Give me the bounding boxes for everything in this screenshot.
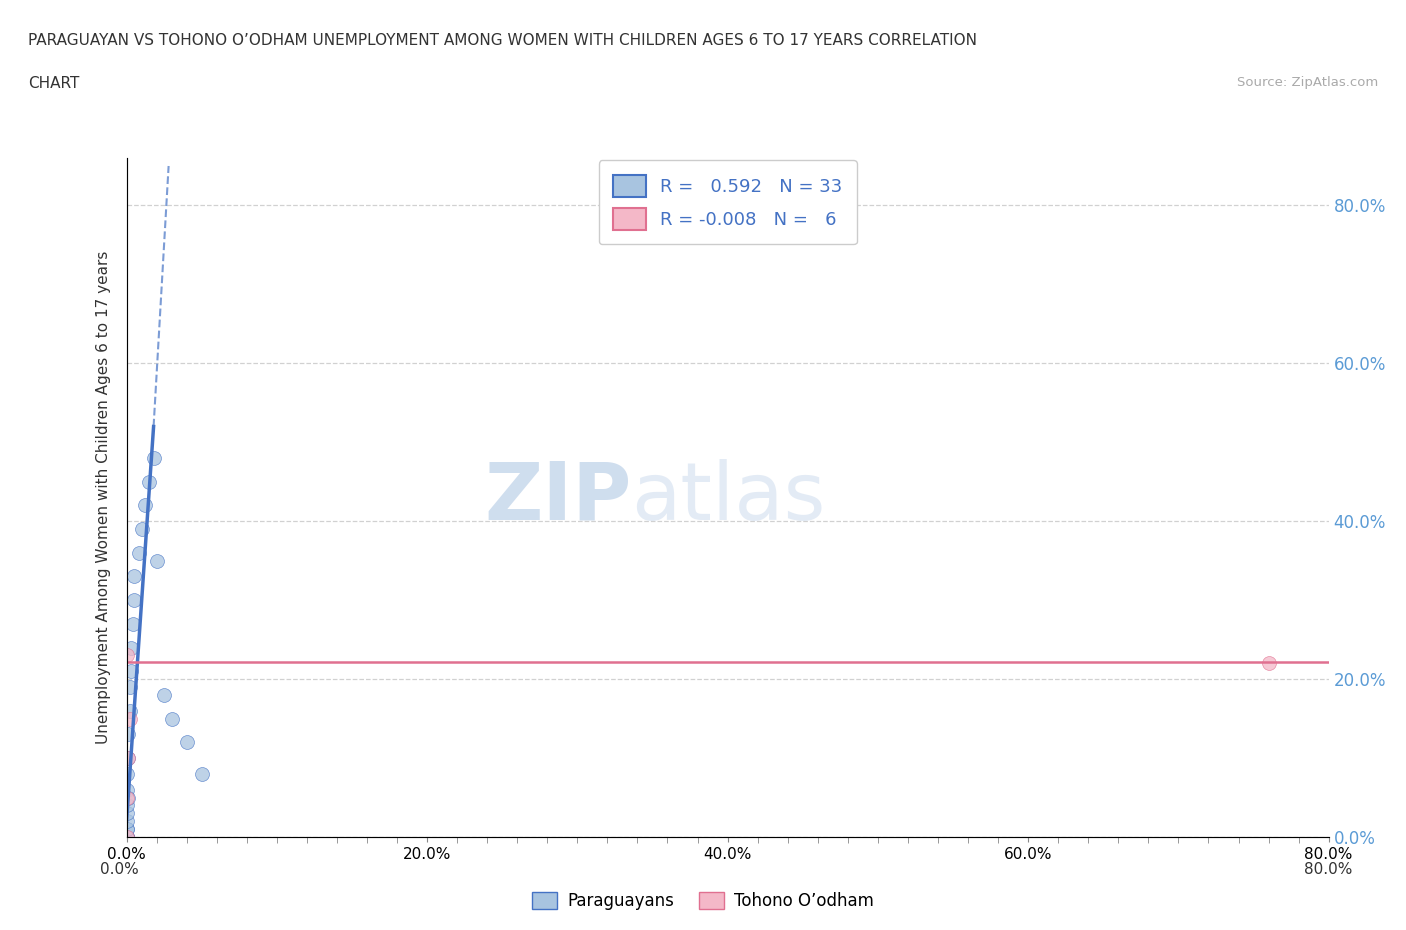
Point bbox=[115, 782, 138, 797]
Point bbox=[115, 822, 138, 837]
Point bbox=[115, 830, 138, 844]
Legend: R =   0.592   N = 33, R = -0.008   N =   6: R = 0.592 N = 33, R = -0.008 N = 6 bbox=[599, 160, 856, 244]
Point bbox=[122, 569, 145, 584]
Point bbox=[131, 522, 153, 537]
Text: PARAGUAYAN VS TOHONO O’ODHAM UNEMPLOYMENT AMONG WOMEN WITH CHILDREN AGES 6 TO 17: PARAGUAYAN VS TOHONO O’ODHAM UNEMPLOYMEN… bbox=[28, 33, 977, 47]
Point bbox=[115, 822, 138, 837]
Legend: Paraguayans, Tohono O’odham: Paraguayans, Tohono O’odham bbox=[526, 885, 880, 917]
Point bbox=[121, 617, 143, 631]
Point bbox=[117, 790, 139, 805]
Point bbox=[118, 703, 141, 718]
Point bbox=[120, 640, 142, 655]
Text: ZIP: ZIP bbox=[484, 458, 631, 537]
Text: 0.0%: 0.0% bbox=[100, 862, 139, 877]
Point bbox=[115, 830, 138, 844]
Point bbox=[122, 592, 145, 607]
Point bbox=[115, 830, 138, 844]
Point bbox=[160, 711, 183, 726]
Point bbox=[138, 474, 160, 489]
Point bbox=[115, 766, 138, 781]
Point bbox=[176, 735, 198, 750]
Point bbox=[117, 727, 139, 742]
Point bbox=[120, 664, 142, 679]
Point bbox=[115, 830, 138, 844]
Point bbox=[115, 830, 138, 844]
Point bbox=[115, 798, 138, 813]
Text: Source: ZipAtlas.com: Source: ZipAtlas.com bbox=[1237, 76, 1378, 89]
Text: 80.0%: 80.0% bbox=[1305, 862, 1353, 877]
Point bbox=[115, 648, 138, 663]
Text: CHART: CHART bbox=[28, 76, 80, 91]
Point bbox=[190, 766, 212, 781]
Point bbox=[117, 751, 139, 765]
Point bbox=[115, 814, 138, 829]
Point bbox=[115, 806, 138, 821]
Point bbox=[134, 498, 156, 512]
Point bbox=[115, 830, 138, 844]
Point bbox=[128, 545, 150, 560]
Point bbox=[145, 553, 167, 568]
Text: atlas: atlas bbox=[631, 458, 825, 537]
Point bbox=[117, 751, 139, 765]
Point bbox=[118, 680, 141, 695]
Point bbox=[115, 830, 138, 844]
Y-axis label: Unemployment Among Women with Children Ages 6 to 17 years: Unemployment Among Women with Children A… bbox=[96, 251, 111, 744]
Point bbox=[153, 687, 176, 702]
Point bbox=[1257, 656, 1279, 671]
Point bbox=[118, 711, 141, 726]
Point bbox=[142, 451, 165, 466]
Point bbox=[115, 790, 138, 805]
